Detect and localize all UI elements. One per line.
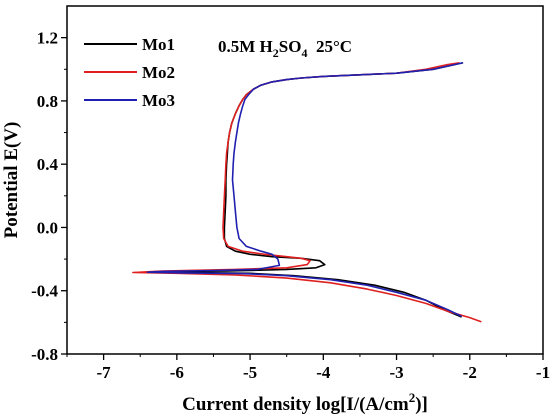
y-tick-label: 0.4: [37, 155, 59, 174]
series-line-mo3: [146, 62, 464, 317]
x-tick-label: -5: [243, 363, 257, 382]
series-line-mo1: [146, 62, 464, 318]
x-tick-label: -6: [170, 363, 184, 382]
x-tick-label: -7: [97, 363, 112, 382]
y-tick-label: -0.8: [31, 345, 58, 364]
x-tick-label: -4: [316, 363, 331, 382]
x-tick-label: -1: [536, 363, 550, 382]
x-tick-label: -2: [463, 363, 477, 382]
y-tick-label: 0.0: [37, 218, 58, 237]
plot-frame: [66, 5, 544, 355]
y-tick-label: 0.8: [37, 92, 58, 111]
series-lines: [132, 62, 482, 323]
axis-ticks: -7 -6 -5 -4 -3 -2 -1 -0.8 -0.4 0.0 0.4 0.8 1.2: [31, 29, 550, 382]
legend-label-mo2: Mo2: [142, 63, 175, 82]
electrolyte-annotation: 0.5M H2SO4 25°C: [218, 37, 352, 60]
x-tick-label: -3: [389, 363, 403, 382]
y-tick-label: -0.4: [31, 282, 58, 301]
series-line-mo2: [132, 62, 482, 323]
x-axis-title: Current density log[I/(A/cm2)]: [182, 390, 428, 415]
y-tick-label: 1.2: [37, 29, 58, 48]
legend: Mo1 Mo2 Mo3: [84, 35, 175, 110]
legend-label-mo1: Mo1: [142, 35, 175, 54]
y-axis-title: Potential E(V): [1, 122, 22, 239]
legend-label-mo3: Mo3: [142, 91, 175, 110]
